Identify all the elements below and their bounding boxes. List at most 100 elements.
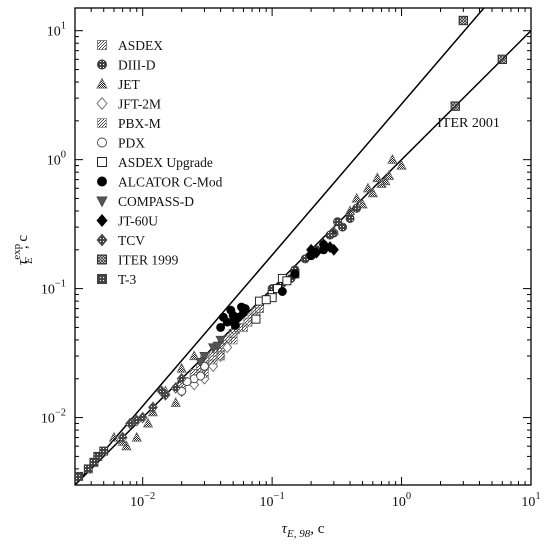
legend-label: JFT-2M [118, 97, 161, 112]
data-point [328, 225, 340, 236]
legend-item-compass-d: COMPASS-D [96, 194, 194, 209]
legend-label: PDX [118, 136, 145, 151]
legend-label: PBX-M [118, 116, 161, 131]
legend-marker [97, 59, 107, 70]
data-point [222, 341, 233, 354]
legend-item-diii-d: DIII-D [97, 58, 156, 73]
data-point [290, 269, 300, 279]
tick-exponent: −1 [274, 491, 285, 502]
data-point [142, 417, 154, 428]
data-point [251, 314, 261, 324]
data-point [367, 187, 378, 198]
axis-ticks [74, 8, 532, 486]
plot-frame [74, 7, 532, 486]
data-point [99, 446, 109, 456]
legend-item-t-3: T-3 [97, 272, 137, 287]
data-point [277, 287, 287, 296]
data-point [362, 182, 374, 193]
data-point [318, 238, 329, 251]
data-point [117, 431, 128, 444]
data-point [396, 159, 407, 170]
legend-marker [97, 40, 107, 50]
legend-item-jet: JET [96, 77, 141, 92]
data-point [325, 241, 335, 253]
legend: ASDEX DIII-D JET JFT-2M PBX-M PDX ASDEX Upgrad… [96, 38, 223, 287]
data-point [131, 431, 142, 442]
data-point [230, 320, 240, 330]
data-point [176, 372, 187, 385]
data-point [83, 464, 93, 474]
legend-marker [97, 274, 107, 284]
tick-base: 10 [47, 25, 61, 40]
data-point [216, 322, 226, 332]
data-point [372, 172, 383, 183]
data-point [311, 246, 322, 259]
y-tick-label: 100 [47, 150, 66, 169]
legend-item-iter-1999: ITER 1999 [97, 253, 179, 268]
x-tick-labels: 10−2 10−1 100 101 [130, 491, 541, 510]
data-point [345, 214, 355, 223]
tick-base: 10 [41, 412, 55, 427]
data-point [176, 362, 187, 373]
data-point [226, 305, 236, 315]
data-point [121, 440, 132, 451]
legend-marker [97, 176, 107, 187]
data-point [75, 471, 84, 481]
data-point [282, 276, 292, 286]
series-compass-d [195, 335, 226, 368]
series-jt-60u [306, 238, 339, 259]
series-jet [108, 153, 407, 451]
legend-marker [96, 196, 108, 208]
legend-item-pdx: PDX [97, 136, 145, 151]
y-tick-label: 101 [47, 21, 66, 40]
y-axis-subscript: E [23, 257, 35, 265]
data-point [240, 304, 250, 314]
legend-marker [96, 233, 108, 247]
x-axis-symbol: τ [282, 521, 288, 537]
legend-item-alcator-c-mod: ALCATOR C-Mod [97, 175, 223, 190]
x-axis-title: τE, 98, c [282, 521, 325, 540]
data-point [189, 350, 200, 361]
legend-label: JT-60U [118, 214, 158, 229]
tick-base: 10 [521, 495, 535, 510]
data-point [170, 397, 181, 407]
legend-item-jt-60u: JT-60U [96, 214, 158, 229]
legend-item-pbx-m: PBX-M [97, 116, 161, 131]
legend-label: ASDEX [118, 38, 163, 53]
series-tcv [117, 372, 187, 444]
legend-marker [96, 77, 108, 89]
tick-exponent: −2 [55, 408, 66, 419]
y-axis-symbol: τ [15, 259, 31, 265]
y-tick-label: 10−2 [41, 408, 66, 427]
legend-label: JET [118, 77, 141, 92]
legend-label: ITER 1999 [118, 253, 179, 268]
y-axis-title: τexpE , c [11, 235, 35, 266]
tick-base: 10 [260, 495, 274, 510]
data-point [170, 381, 181, 394]
data-points [75, 15, 507, 481]
x-axis-unit: , c [310, 521, 325, 537]
tick-exponent: −1 [55, 279, 66, 290]
data-point [212, 341, 223, 352]
tick-exponent: 0 [406, 491, 411, 502]
tick-exponent: −2 [144, 491, 155, 502]
legend-label: DIII-D [118, 58, 156, 73]
x-tick-label: 100 [392, 491, 411, 510]
legend-marker [97, 118, 107, 128]
legend-label: COMPASS-D [118, 194, 194, 209]
x-tick-label: 10−2 [130, 491, 155, 510]
series-asdex-upgrade [251, 269, 300, 324]
legend-item-asdex-upgrade: ASDEX Upgrade [97, 155, 213, 170]
data-point [344, 205, 356, 216]
data-point [383, 170, 395, 180]
data-point [156, 385, 167, 398]
data-point [380, 175, 391, 186]
tick-exponent: 0 [61, 150, 66, 161]
data-point [131, 414, 142, 427]
data-point [497, 54, 507, 64]
legend-label: TCV [118, 233, 145, 248]
legend-item-asdex: ASDEX [97, 38, 163, 53]
x-tick-label: 101 [521, 491, 540, 510]
legend-item-jft-2m: JFT-2M [96, 97, 161, 112]
